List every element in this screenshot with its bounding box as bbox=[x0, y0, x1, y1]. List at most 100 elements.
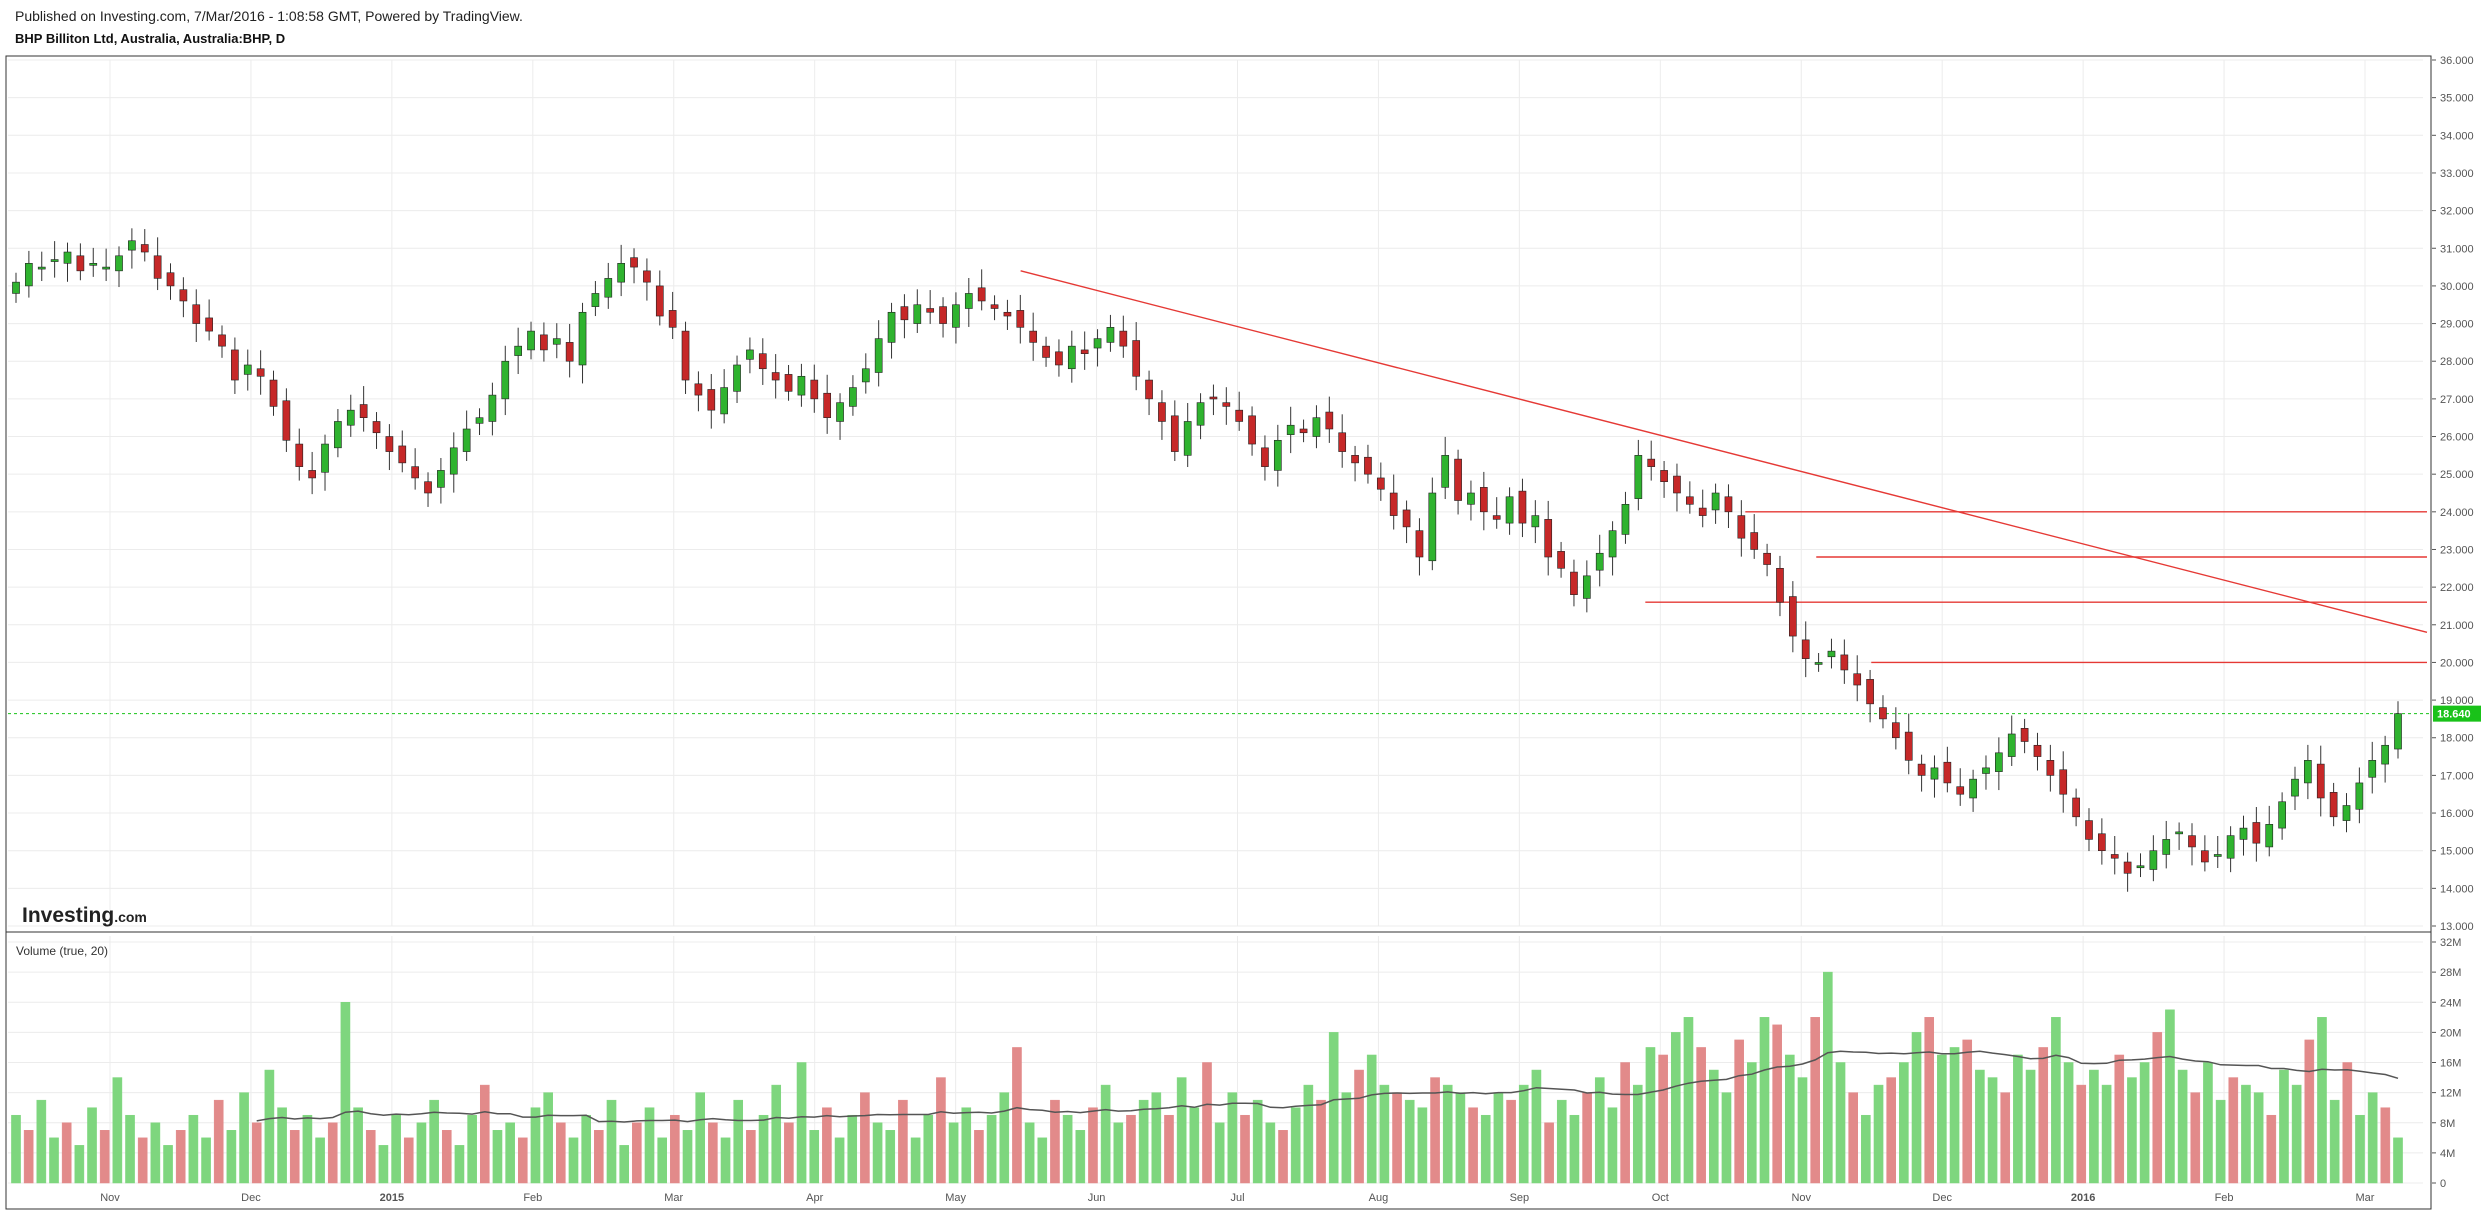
candles bbox=[12, 228, 2402, 892]
candle-body bbox=[861, 368, 870, 383]
volume-bar bbox=[860, 1092, 870, 1184]
candle-body bbox=[1801, 639, 1810, 659]
volume-bar bbox=[429, 1099, 439, 1184]
candle-body bbox=[784, 374, 793, 392]
volume-bar bbox=[1569, 1114, 1580, 1184]
candle-body bbox=[2213, 854, 2222, 857]
date-tick-label: Aug bbox=[1369, 1192, 1389, 1204]
candle-body bbox=[2098, 833, 2106, 851]
volume-tick-label: 16M bbox=[2440, 1058, 2461, 1070]
volume-bar bbox=[2089, 1069, 2099, 1184]
date-tick-label: Apr bbox=[806, 1192, 823, 1204]
candle-body bbox=[1325, 411, 1334, 430]
volume-bar bbox=[619, 1145, 629, 1184]
candle-body bbox=[771, 372, 780, 381]
candle-body bbox=[321, 443, 329, 473]
symbol-title: BHP Billiton Ltd, Australia, Australia:B… bbox=[15, 31, 286, 46]
date-tick-label: Nov bbox=[100, 1192, 120, 1204]
volume-bar bbox=[1747, 1062, 1757, 1184]
volume-bar bbox=[847, 1114, 858, 1184]
candle-body bbox=[1145, 379, 1153, 400]
volume-bar bbox=[137, 1137, 148, 1184]
candle-body bbox=[2162, 839, 2171, 855]
candle-body bbox=[12, 281, 20, 294]
price-tick-label: 36.000 bbox=[2440, 55, 2474, 67]
volume-bar bbox=[1240, 1114, 1250, 1184]
candle-body bbox=[1055, 351, 1063, 366]
volume-bar bbox=[999, 1092, 1010, 1184]
volume-bar bbox=[644, 1107, 655, 1184]
candle-body bbox=[2329, 792, 2338, 818]
price-tick-label: 30.000 bbox=[2440, 281, 2474, 293]
date-tick-label: Nov bbox=[1791, 1192, 1811, 1204]
volume-bar bbox=[2025, 1069, 2036, 1184]
candle-body bbox=[1222, 402, 1231, 407]
volume-bar bbox=[936, 1077, 946, 1184]
volume-bar bbox=[87, 1107, 97, 1184]
volume-tick-label: 28M bbox=[2440, 967, 2461, 979]
price-tick-label: 34.000 bbox=[2440, 130, 2474, 142]
volume-bar bbox=[74, 1145, 85, 1184]
volume-bar bbox=[1658, 1054, 1668, 1184]
volume-bar bbox=[594, 1130, 604, 1184]
volume-bar bbox=[1544, 1122, 1554, 1184]
volume-bar bbox=[1404, 1099, 1415, 1184]
volume-bar bbox=[1594, 1077, 1605, 1184]
candle-body bbox=[37, 266, 46, 270]
candle-body bbox=[1518, 490, 1527, 524]
candle-body bbox=[733, 364, 741, 392]
volume-bar bbox=[632, 1122, 642, 1184]
candle-body bbox=[1003, 311, 1012, 317]
volume-bar bbox=[1151, 1092, 1162, 1184]
candle-body bbox=[231, 349, 239, 381]
volume-bar bbox=[1354, 1069, 1364, 1184]
candle-body bbox=[1029, 330, 1038, 343]
volume-bar bbox=[2342, 1062, 2353, 1184]
candle-body bbox=[849, 387, 857, 407]
candle-body bbox=[565, 342, 574, 362]
candle-body bbox=[1840, 654, 1849, 671]
volume-bar bbox=[49, 1137, 59, 1184]
candle-body bbox=[1248, 415, 1256, 445]
price-grid bbox=[8, 59, 2423, 927]
candle-body bbox=[2394, 713, 2402, 750]
candle-body bbox=[2368, 760, 2377, 778]
price-tick-label: 16.000 bbox=[2440, 808, 2474, 820]
volume-bar bbox=[530, 1107, 541, 1184]
volume-bar bbox=[1316, 1099, 1326, 1184]
volume-bar bbox=[2279, 1069, 2289, 1184]
volume-bar bbox=[1202, 1062, 1212, 1184]
candle-body bbox=[1582, 575, 1591, 599]
volume-bar bbox=[657, 1137, 667, 1184]
candle-body bbox=[179, 289, 188, 302]
volume-bar bbox=[1037, 1137, 1048, 1184]
volume-bar bbox=[1493, 1092, 1504, 1184]
volume-bar bbox=[175, 1130, 186, 1184]
date-tick-label: Dec bbox=[1932, 1192, 1952, 1204]
volume-bar bbox=[834, 1137, 845, 1184]
volume-bar bbox=[1328, 1032, 1339, 1184]
candle-body bbox=[1724, 496, 1733, 513]
candle-body bbox=[617, 263, 625, 283]
volume-bar bbox=[251, 1122, 262, 1184]
candle-body bbox=[552, 338, 561, 345]
candle-body bbox=[746, 349, 754, 360]
candle-body bbox=[1209, 396, 1218, 400]
price-tick-label: 18.000 bbox=[2440, 733, 2474, 745]
trend-line-descending[interactable] bbox=[1020, 270, 2428, 633]
candle-body bbox=[462, 428, 471, 452]
price-tick-label: 14.000 bbox=[2440, 883, 2474, 895]
volume-bar bbox=[1937, 1054, 1947, 1184]
trend-lines bbox=[8, 270, 2429, 715]
volume-bar bbox=[492, 1130, 503, 1184]
price-tick-label: 15.000 bbox=[2440, 846, 2474, 858]
candle-body bbox=[1080, 349, 1089, 354]
volume-bar bbox=[1189, 1107, 1200, 1184]
candle-body bbox=[1943, 761, 1952, 784]
volume-bar bbox=[23, 1130, 34, 1184]
volume-bar bbox=[213, 1099, 224, 1184]
volume-bar bbox=[872, 1122, 883, 1184]
candle-body bbox=[2110, 854, 2119, 859]
volume-bar bbox=[1759, 1017, 1770, 1184]
candle-body bbox=[1286, 424, 1295, 435]
